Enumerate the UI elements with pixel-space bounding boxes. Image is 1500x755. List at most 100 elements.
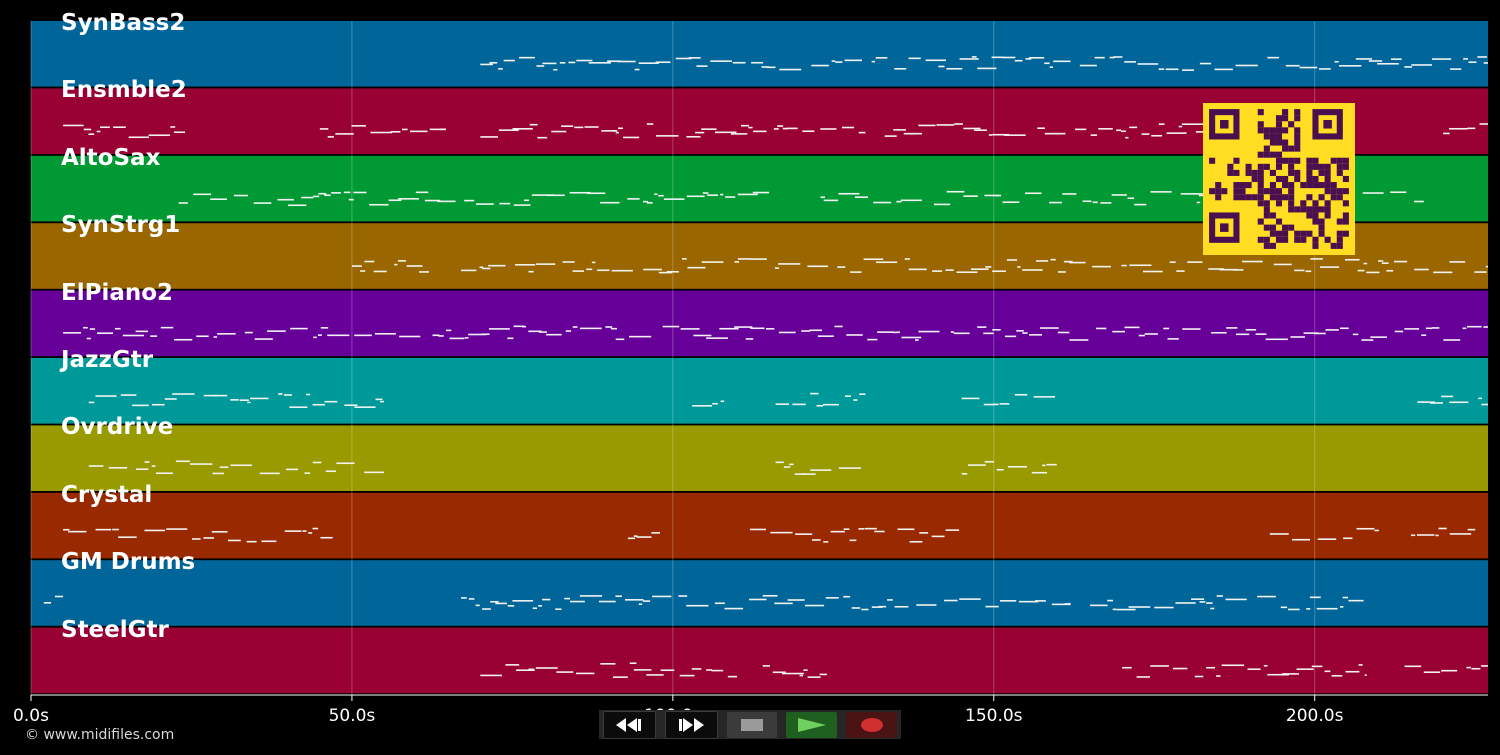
note bbox=[831, 60, 836, 62]
note bbox=[983, 332, 994, 335]
note bbox=[1107, 599, 1114, 602]
note bbox=[1167, 338, 1179, 340]
note bbox=[1441, 395, 1454, 398]
note bbox=[985, 266, 992, 268]
note bbox=[992, 329, 1001, 331]
note bbox=[1049, 201, 1063, 204]
note bbox=[55, 595, 64, 598]
stop-button[interactable] bbox=[726, 711, 778, 738]
play-button[interactable] bbox=[786, 711, 838, 738]
note bbox=[688, 57, 701, 59]
note bbox=[1282, 673, 1300, 675]
note bbox=[327, 334, 350, 337]
note bbox=[1017, 266, 1021, 268]
note bbox=[900, 199, 922, 202]
note bbox=[752, 191, 770, 194]
note bbox=[1182, 328, 1201, 330]
note bbox=[219, 466, 229, 469]
note bbox=[666, 270, 679, 273]
fast-forward-button[interactable] bbox=[664, 710, 718, 739]
note bbox=[1404, 66, 1413, 68]
note bbox=[1449, 533, 1472, 535]
note bbox=[1288, 608, 1300, 611]
note bbox=[1002, 201, 1020, 203]
note bbox=[794, 473, 806, 475]
note bbox=[1219, 268, 1238, 271]
note bbox=[612, 130, 616, 132]
note bbox=[1180, 193, 1203, 195]
note bbox=[440, 128, 446, 131]
rewind-button[interactable] bbox=[603, 710, 656, 739]
note bbox=[1116, 608, 1136, 611]
note bbox=[1158, 123, 1165, 125]
note bbox=[1340, 327, 1349, 330]
note bbox=[775, 461, 784, 464]
note bbox=[618, 127, 623, 130]
note bbox=[996, 468, 1004, 471]
note bbox=[863, 258, 884, 261]
note bbox=[480, 63, 493, 66]
note bbox=[686, 195, 705, 198]
note bbox=[696, 65, 708, 67]
note bbox=[643, 268, 662, 271]
rewind-icon bbox=[616, 717, 642, 732]
note bbox=[114, 327, 121, 330]
note bbox=[1411, 64, 1433, 66]
note bbox=[1028, 56, 1045, 59]
note bbox=[178, 202, 188, 204]
note bbox=[351, 265, 362, 267]
note bbox=[765, 328, 775, 330]
note bbox=[1425, 327, 1433, 330]
note bbox=[1247, 668, 1261, 671]
note bbox=[1435, 534, 1439, 537]
note bbox=[638, 603, 643, 605]
note bbox=[572, 270, 584, 272]
note bbox=[636, 536, 652, 538]
note bbox=[1109, 56, 1115, 59]
note bbox=[1143, 270, 1163, 273]
note bbox=[536, 263, 556, 265]
note bbox=[642, 600, 651, 602]
note bbox=[1362, 192, 1384, 194]
note bbox=[678, 595, 688, 597]
transport-bar bbox=[599, 710, 901, 739]
note bbox=[1421, 401, 1435, 403]
note bbox=[1236, 333, 1250, 336]
note bbox=[1390, 58, 1402, 60]
note bbox=[515, 264, 536, 266]
note bbox=[244, 331, 253, 334]
note bbox=[503, 59, 515, 62]
note bbox=[432, 334, 440, 337]
note bbox=[586, 192, 606, 195]
note bbox=[1433, 271, 1453, 274]
note bbox=[851, 607, 861, 609]
note bbox=[144, 529, 166, 532]
note bbox=[1050, 258, 1056, 261]
note bbox=[579, 595, 603, 597]
note bbox=[353, 191, 367, 194]
note bbox=[1378, 260, 1384, 262]
note bbox=[1294, 269, 1305, 272]
note bbox=[634, 68, 640, 71]
note bbox=[166, 528, 188, 530]
note bbox=[1357, 269, 1365, 272]
note bbox=[1430, 402, 1443, 404]
note bbox=[348, 198, 354, 201]
note bbox=[1044, 132, 1066, 135]
fast-forward-icon bbox=[679, 717, 705, 732]
note bbox=[804, 604, 825, 607]
record-button[interactable] bbox=[846, 711, 897, 738]
note bbox=[1124, 61, 1136, 63]
track-notes bbox=[351, 258, 1488, 274]
note bbox=[1129, 126, 1138, 129]
note bbox=[799, 674, 804, 677]
note bbox=[512, 600, 534, 602]
note bbox=[120, 394, 137, 396]
note bbox=[775, 403, 790, 405]
note bbox=[1462, 327, 1467, 330]
note bbox=[1467, 325, 1482, 328]
note bbox=[1483, 62, 1488, 64]
note bbox=[576, 59, 593, 62]
note bbox=[461, 597, 467, 599]
time-tick-label: 150.0s bbox=[965, 706, 1023, 726]
